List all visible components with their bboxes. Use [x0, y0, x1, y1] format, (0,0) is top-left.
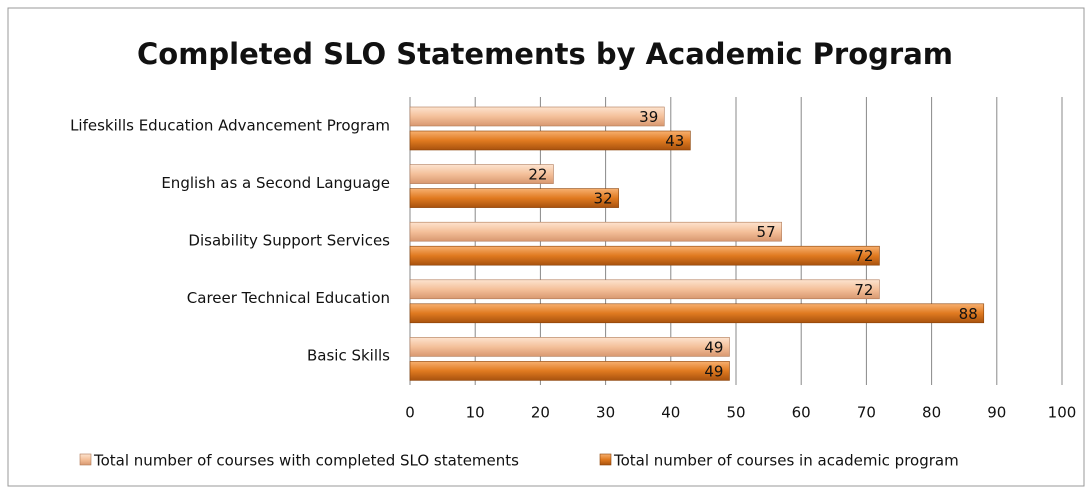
legend-label: Total number of courses in academic prog…	[613, 452, 959, 470]
x-tick-label: 80	[922, 404, 941, 422]
x-tick-label: 0	[405, 404, 415, 422]
y-tick-label: Basic Skills	[307, 347, 390, 365]
data-label: 49	[704, 338, 723, 356]
x-tick-label: 20	[531, 404, 550, 422]
data-label: 57	[757, 223, 776, 241]
x-tick-label: 90	[987, 404, 1006, 422]
x-tick-label: 50	[726, 404, 745, 422]
bar	[409, 245, 880, 266]
x-tick-label: 70	[857, 404, 876, 422]
y-tick-label: Lifeskills Education Advancement Program	[70, 116, 390, 134]
bar	[409, 130, 691, 151]
data-label: 72	[854, 247, 873, 265]
bar	[409, 303, 985, 324]
y-tick-label: Career Technical Education	[187, 289, 390, 307]
data-label: 72	[854, 281, 873, 299]
y-tick-label: English as a Second Language	[161, 174, 390, 192]
bar	[409, 164, 554, 184]
bar	[409, 188, 619, 208]
x-tick-label: 40	[661, 404, 680, 422]
bar	[409, 106, 665, 127]
data-label: 32	[594, 190, 613, 208]
legend-label: Total number of courses with completed S…	[93, 452, 519, 470]
data-label: 39	[639, 108, 658, 126]
bar	[409, 221, 782, 242]
legend-swatch	[599, 453, 612, 466]
data-label: 43	[665, 132, 684, 150]
data-label: 49	[704, 362, 723, 380]
x-tick-label: 10	[466, 404, 485, 422]
bar	[409, 361, 730, 381]
x-tick-label: 60	[792, 404, 811, 422]
chart-title: Completed SLO Statements by Academic Pro…	[137, 37, 953, 71]
data-label: 22	[528, 166, 547, 184]
legend-swatch	[79, 453, 92, 466]
data-label: 88	[959, 305, 978, 323]
bar	[409, 279, 880, 300]
x-tick-label: 100	[1048, 404, 1077, 422]
x-tick-label: 30	[596, 404, 615, 422]
bar	[409, 337, 730, 357]
y-tick-label: Disability Support Services	[188, 232, 390, 250]
